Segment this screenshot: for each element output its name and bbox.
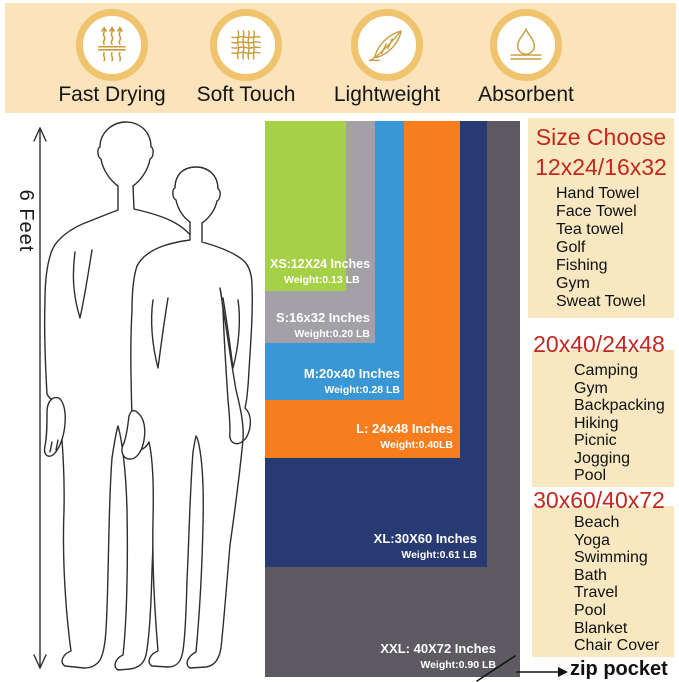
towel-weight-text: Weight:0.13 LB bbox=[284, 274, 360, 286]
list-item: Hand Towel bbox=[556, 185, 640, 202]
list-item: Fishing bbox=[556, 257, 608, 274]
list-item: Backpacking bbox=[574, 397, 665, 414]
feature-label: Soft Touch bbox=[196, 83, 296, 106]
list-item: Picnic bbox=[574, 432, 617, 449]
list-item: Jogging bbox=[574, 449, 631, 467]
towel-size-text: S:16x32 Inches bbox=[276, 310, 370, 325]
towel-weight-text: Weight:0.28 LB bbox=[324, 384, 400, 396]
towel-xl-label: XL:30X60 Inches Weight:0.61 LB bbox=[374, 531, 477, 561]
steam-icon bbox=[76, 9, 148, 81]
size-guide-panel-small: Size Choose 12x24/16x32 Hand Towel Face T… bbox=[528, 118, 674, 318]
list-item: Golf bbox=[556, 239, 586, 256]
list-item: Camping bbox=[574, 362, 639, 379]
size-guide-list-small: Hand Towel Face Towel Tea towel Golf Fishing… bbox=[528, 185, 674, 311]
size-guide-list-medium: Camping Gym Backpacking Hiking Picnic Jogging… bbox=[532, 362, 674, 485]
list-item: Pool bbox=[574, 467, 607, 484]
zip-pocket-label: zip pocket bbox=[570, 658, 668, 680]
towel-s-label: S:16x32 Inches Weight:0.20 LB bbox=[276, 310, 370, 340]
size-guide-title: Size Choose bbox=[535, 124, 667, 150]
feature-soft-touch: Soft Touch bbox=[171, 9, 321, 107]
droplet-icon bbox=[490, 9, 562, 81]
list-item: Pool bbox=[574, 601, 607, 619]
towel-l-label: L: 24x48 Inches Weight:0.40LB bbox=[356, 421, 453, 451]
size-guide-list-large: Beach Yoga Swimming Bath Travel Pool Blanket Ch… bbox=[532, 514, 674, 655]
list-item: Tea towel bbox=[556, 221, 624, 238]
woman-outline-figure bbox=[121, 166, 253, 669]
list-item: Swimming bbox=[574, 549, 648, 567]
list-item: Yoga bbox=[574, 531, 610, 549]
list-item: Blanket bbox=[574, 619, 628, 637]
size-guide-panel-medium: Camping Gym Backpacking Hiking Picnic Jogging… bbox=[532, 350, 674, 487]
feature-absorbent: Absorbent bbox=[451, 9, 601, 107]
feature-lightweight: Lightweight bbox=[312, 9, 462, 107]
list-item: Sweat Towel bbox=[556, 293, 646, 310]
list-item: Gym bbox=[556, 275, 590, 292]
list-item: Travel bbox=[574, 584, 618, 602]
feature-fast-drying: Fast Drying bbox=[37, 9, 187, 107]
towel-size-text: XXL: 40X72 Inches bbox=[380, 641, 496, 656]
feature-label: Absorbent bbox=[478, 83, 574, 106]
size-guide-heading-medium: 20x40/24x48 bbox=[533, 331, 665, 357]
towel-m-label: M:20x40 Inches Weight:0.28 LB bbox=[304, 366, 400, 396]
towel-xs-label: XS:12X24 Inches Weight:0.13 LB bbox=[270, 257, 370, 286]
size-guide-panel-large: Beach Yoga Swimming Bath Travel Pool Blanket Ch… bbox=[532, 506, 674, 657]
towel-xs: XS:12X24 Inches Weight:0.13 LB bbox=[265, 121, 370, 291]
list-item: Face Towel bbox=[556, 203, 637, 220]
mesh-icon bbox=[210, 9, 282, 81]
feature-banner: Fast Drying Soft Touch bbox=[5, 3, 676, 113]
towel-xxl-label: XXL: 40X72 Inches Weight:0.90 LB bbox=[380, 641, 496, 671]
towel-size-text: M:20x40 Inches bbox=[303, 366, 400, 381]
list-item: Chair Cover bbox=[574, 637, 660, 655]
towel-weight-text: Weight:0.90 LB bbox=[420, 659, 496, 671]
list-item: Hiking bbox=[574, 414, 619, 432]
man-outline-figure bbox=[43, 121, 197, 671]
towel-weight-text: Weight:0.40LB bbox=[380, 439, 453, 451]
towel-weight-text: Weight:0.20 LB bbox=[294, 328, 370, 340]
towel-size-text: L: 24x48 Inches bbox=[356, 421, 453, 436]
towel-weight-text: Weight:0.61 LB bbox=[401, 549, 477, 561]
size-guide-heading-large: 30x60/40x72 bbox=[533, 487, 665, 513]
height-label: 6 Feet bbox=[15, 189, 37, 253]
size-guide-heading-small: 12x24/16x32 bbox=[535, 154, 667, 180]
towel-size-text: XS:12X24 Inches bbox=[270, 257, 371, 271]
list-item: Bath bbox=[574, 566, 607, 584]
feather-icon bbox=[351, 9, 423, 81]
list-item: Gym bbox=[574, 379, 608, 397]
feature-label: Lightweight bbox=[333, 83, 441, 106]
list-item: Beach bbox=[574, 514, 620, 531]
towel-size-text: XL:30X60 Inches bbox=[373, 531, 477, 546]
feature-label: Fast Drying bbox=[58, 83, 166, 106]
